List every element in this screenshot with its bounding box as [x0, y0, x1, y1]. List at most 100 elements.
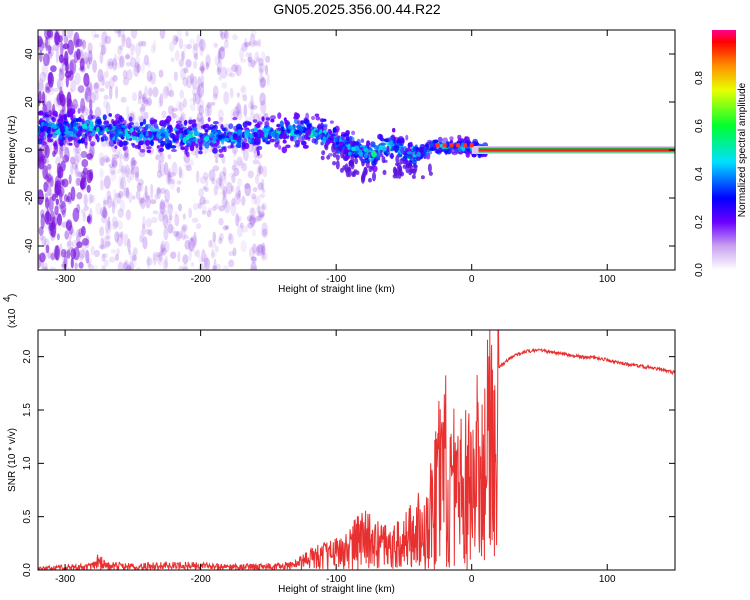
ridge-blob: [114, 113, 121, 120]
noise-blob: [251, 256, 257, 264]
noise-blob: [150, 183, 154, 198]
ridge-blob: [341, 131, 346, 136]
ridge-blob: [302, 144, 309, 149]
ridge-blob: [361, 160, 365, 167]
noise-blob: [160, 244, 166, 254]
noise-blob: [114, 62, 122, 69]
noise-blob: [110, 249, 117, 254]
noise-blob: [229, 87, 234, 99]
noise-blob: [261, 51, 266, 61]
noise-blob: [213, 258, 217, 270]
noise-blob: [231, 173, 236, 184]
noise-blob: [204, 254, 209, 268]
noise-blob: [116, 55, 122, 60]
noise-blob: [222, 225, 228, 231]
noise-blob: [188, 237, 195, 252]
ridge-blob: [335, 160, 340, 170]
noise-blob: [198, 38, 206, 52]
noise-blob: [168, 214, 173, 221]
noise-blob: [241, 195, 246, 206]
noise-blob: [215, 158, 219, 164]
noise-blob: [74, 145, 82, 154]
noise-blob: [163, 162, 169, 176]
ridge-blob: [84, 141, 88, 146]
noise-blob: [130, 112, 136, 125]
noise-blob: [253, 40, 259, 47]
noise-blob: [132, 254, 137, 269]
noise-blob: [131, 160, 138, 166]
ridge-blob: [113, 140, 117, 145]
noise-blob: [68, 174, 72, 185]
noise-blob: [111, 157, 118, 167]
ridge-blob: [202, 142, 206, 147]
noise-blob: [125, 187, 130, 199]
ridge-blob: [353, 141, 360, 146]
noise-blob: [167, 168, 172, 183]
ridge-blob: [332, 127, 337, 133]
noise-blob: [90, 194, 95, 203]
ridge-blob: [386, 145, 390, 153]
ridge-blob: [354, 150, 359, 156]
ridge-blob: [368, 151, 372, 156]
noise-blob: [101, 31, 108, 45]
noise-blob: [160, 247, 167, 256]
ridge-blob: [311, 115, 316, 121]
noise-blob: [258, 57, 264, 67]
ridge-blob: [252, 119, 258, 123]
noise-blob: [108, 163, 114, 168]
ridge-blob: [363, 166, 368, 175]
noise-blob: [57, 79, 64, 91]
noise-blob: [113, 53, 118, 66]
noise-blob: [141, 223, 146, 237]
ridge-blob: [293, 129, 300, 135]
ridge-blob: [299, 126, 304, 132]
noise-blob: [118, 58, 123, 64]
noise-blob: [38, 189, 44, 205]
noise-blob: [175, 36, 179, 43]
noise-blob: [164, 255, 169, 269]
noise-blob: [182, 254, 189, 265]
noise-blob: [239, 222, 244, 229]
noise-blob: [161, 110, 167, 119]
ridge-blob: [382, 169, 387, 176]
noise-blob: [67, 39, 74, 55]
ridge-blob: [314, 138, 319, 145]
noise-blob: [65, 220, 72, 232]
noise-blob: [130, 57, 137, 68]
noise-blob: [201, 249, 206, 263]
noise-blob: [203, 257, 211, 270]
noise-blob: [240, 58, 247, 63]
ridge-blob: [335, 141, 339, 145]
ridge-blob: [96, 118, 102, 125]
ridge-blob: [139, 148, 146, 153]
noise-blob: [138, 40, 143, 47]
ridge-blob: [355, 170, 360, 175]
ridge-blob: [366, 140, 371, 147]
noise-blob: [188, 38, 195, 45]
noise-blob: [131, 43, 135, 56]
noise-blob: [43, 262, 48, 270]
ridge-blob: [47, 126, 52, 131]
ridge-blob: [344, 149, 349, 154]
noise-blob: [160, 240, 166, 253]
noise-blob: [181, 51, 186, 62]
noise-blob: [205, 62, 209, 70]
ridge-blob: [390, 134, 396, 141]
noise-blob: [205, 176, 209, 188]
noise-blob: [168, 89, 175, 98]
ridge-blob: [65, 125, 69, 132]
ridge-blob: [38, 110, 44, 116]
noise-blob: [183, 67, 189, 74]
noise-blob: [94, 81, 101, 89]
noise-blob: [194, 250, 198, 257]
noise-blob: [217, 51, 222, 64]
noise-blob: [213, 185, 218, 196]
ridge-blob: [203, 136, 210, 142]
noise-blob: [145, 228, 150, 235]
ridge-blob: [192, 126, 198, 132]
noise-blob: [211, 251, 217, 257]
noise-blob: [135, 190, 141, 200]
noise-blob: [118, 148, 122, 162]
noise-blob: [217, 109, 224, 120]
